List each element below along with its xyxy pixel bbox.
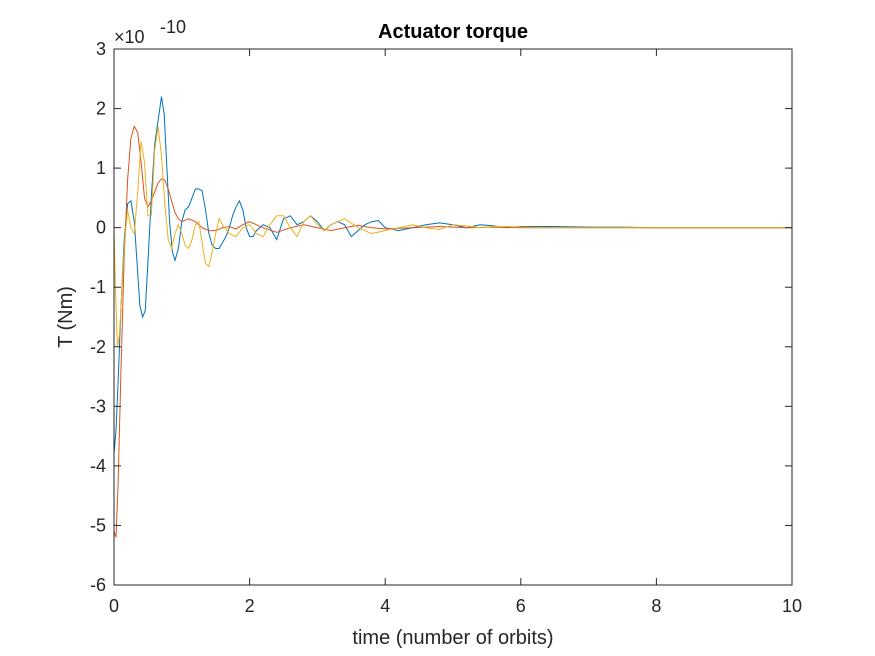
y-tick-label: -5	[90, 515, 106, 535]
y-exponent-base: ×10	[114, 27, 145, 47]
y-tick-label: 1	[96, 158, 106, 178]
y-tick-label: 2	[96, 99, 106, 119]
y-tick-label: -6	[90, 575, 106, 595]
y-tick-label: 0	[96, 218, 106, 238]
y-exponent-label: ×10 -10	[114, 17, 186, 47]
series-layer	[113, 96, 792, 538]
y-exponent-power: -10	[160, 17, 186, 37]
ticks-layer: 0 2 4 6 8 10 -6 -5 -4 -3 -2 -1 0 1 2 3	[90, 39, 802, 616]
y-tick-label: 3	[96, 39, 106, 59]
x-tick-label: 2	[245, 596, 255, 616]
y-tick-label: -2	[90, 337, 106, 357]
y-axis-label: T (Nm)	[55, 286, 77, 348]
y-tick-label: -1	[90, 277, 106, 297]
y-tick-label: -3	[90, 396, 106, 416]
x-tick-label: 4	[380, 596, 390, 616]
x-axis-label: time (number of orbits)	[352, 627, 553, 649]
x-tick-label: 10	[782, 596, 802, 616]
series-line-1	[113, 96, 792, 455]
chart-title: Actuator torque	[378, 21, 528, 43]
y-tick-label: -4	[90, 456, 106, 476]
series-line-2	[113, 125, 792, 538]
series-line-3	[113, 126, 792, 347]
x-tick-label: 6	[516, 596, 526, 616]
axes-box	[113, 48, 793, 586]
x-tick-label: 0	[109, 596, 119, 616]
x-tick-label: 8	[651, 596, 661, 616]
plot-area	[114, 49, 792, 585]
